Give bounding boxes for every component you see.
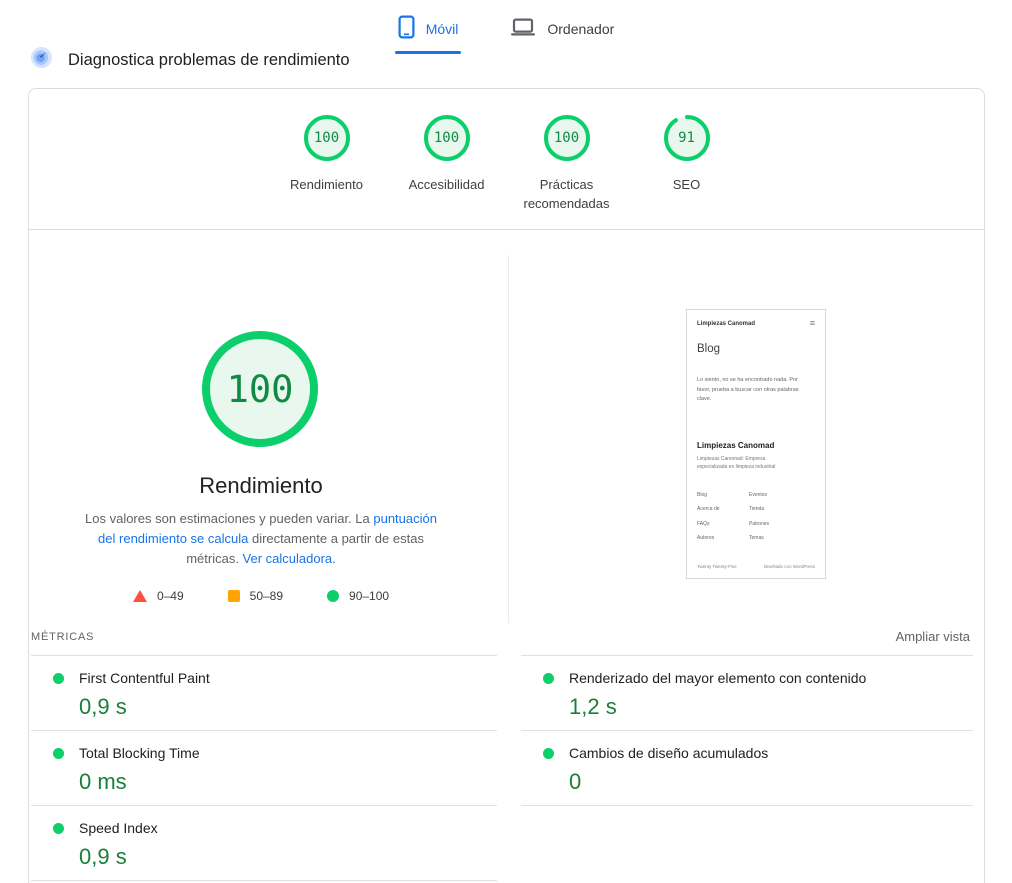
tab-desktop[interactable]: Ordenador	[507, 8, 617, 54]
tab-mobile-label: Móvil	[425, 20, 459, 37]
laptop-icon	[510, 17, 536, 40]
score-legend: 0–49 50–89 90–100	[29, 589, 493, 603]
metric-tbt: Total Blocking Time 0 ms	[31, 730, 497, 805]
legend-range: 50–89	[249, 589, 284, 603]
thumb-link: FAQs	[697, 520, 710, 527]
category-label: Accesibilidad	[408, 177, 485, 192]
thumb-tagline: Limpiezas Canomad: Empresa especializada…	[697, 455, 776, 471]
calculator-link[interactable]: Ver calculadora.	[242, 551, 336, 566]
tab-desktop-label: Ordenador	[547, 20, 615, 37]
metric-name: Renderizado del mayor elemento con conte…	[569, 670, 867, 686]
legend-pass: 90–100	[327, 589, 389, 603]
metric-name: Speed Index	[79, 820, 158, 836]
thumb-link: Temas	[749, 535, 764, 542]
fail-triangle-icon	[132, 590, 147, 602]
metric-value: 0 ms	[79, 769, 127, 794]
thumb-link: Tienda	[749, 506, 765, 513]
thumb-link: Acerca de	[697, 506, 720, 513]
performance-score-gauge: 100	[201, 330, 319, 448]
category-scores-row: 100 Rendimiento 100 Accesibilidad 100 Pr…	[29, 114, 984, 213]
page-heading: Diagnostica problemas de rendimiento	[30, 46, 350, 74]
pass-dot-icon	[53, 672, 64, 684]
pass-dot-icon	[53, 822, 64, 834]
pass-dot-icon	[543, 672, 554, 684]
metric-name: Cambios de diseño acumulados	[569, 745, 769, 761]
score-calc-link[interactable]: puntuación del rendimiento se calcula	[98, 511, 437, 546]
metric-fcp: First Contentful Paint 0,9 s	[31, 655, 497, 730]
metric-value: 0,9 s	[79, 844, 127, 869]
description-text: Los valores son estimaciones y pueden va…	[85, 511, 374, 526]
metric-speed-index: Speed Index 0,9 s	[31, 805, 497, 881]
legend-range: 0–49	[156, 589, 184, 603]
thumb-site-name: Limpiezas Canomad	[697, 320, 756, 327]
category-label: Prácticas recomendadas	[523, 177, 610, 211]
thumb-wp-credit: Diseñado con WordPress	[764, 564, 815, 569]
divider	[508, 255, 509, 623]
pass-dot-icon	[543, 747, 554, 759]
performance-score-value: 100	[226, 367, 294, 411]
thumb-link: Blog	[697, 491, 708, 498]
metrics-column-right: Renderizado del mayor elemento con conte…	[521, 655, 973, 881]
thumb-link: Autores	[697, 535, 715, 542]
thumb-link: Patrones	[749, 520, 770, 527]
best-practices-gauge: 100	[543, 114, 591, 162]
metric-value: 0,9 s	[79, 694, 127, 719]
page-title: Diagnostica problemas de rendimiento	[68, 50, 350, 69]
thumb-footer-links: Blog Eventos Acerca de Tienda FAQs Patro…	[697, 492, 815, 542]
accessibility-gauge: 100	[423, 114, 471, 162]
metrics-header: MÉTRICAS Ampliar vista	[31, 629, 970, 644]
thumb-bottom-bar: Twenty Twenty-Five Diseñado con WordPres…	[697, 564, 815, 569]
legend-range: 90–100	[349, 589, 390, 603]
divider	[29, 229, 984, 230]
hamburger-menu-icon: ≡	[809, 318, 815, 328]
category-label: Rendimiento	[290, 177, 363, 192]
performance-gauge: 100	[303, 114, 351, 162]
metrics-column-left: First Contentful Paint 0,9 s Total Block…	[31, 655, 497, 881]
thumb-footer-site-name: Limpiezas Canomad	[697, 440, 775, 450]
tab-mobile[interactable]: Móvil	[394, 8, 462, 54]
metric-cls: Cambios de diseño acumulados 0	[521, 730, 973, 806]
metric-name: Total Blocking Time	[79, 745, 200, 761]
metric-value: 0	[569, 769, 582, 794]
thumb-link: Eventos	[749, 491, 768, 498]
performance-section-title: Rendimiento	[199, 473, 323, 498]
average-square-icon	[227, 590, 240, 602]
category-performance[interactable]: 100 Rendimiento	[267, 114, 387, 213]
metric-value: 1,2 s	[569, 694, 617, 719]
device-tabs: Móvil Ordenador	[0, 8, 1012, 54]
metrics-section-label: MÉTRICAS	[31, 630, 95, 643]
pass-circle-icon	[327, 590, 340, 602]
legend-average: 50–89	[227, 589, 284, 603]
thumb-theme-name: Twenty Twenty-Five	[697, 564, 737, 569]
category-accessibility[interactable]: 100 Accesibilidad	[387, 114, 507, 213]
metric-lcp: Renderizado del mayor elemento con conte…	[521, 655, 973, 730]
category-best-practices[interactable]: 100 Prácticas recomendadas	[507, 114, 627, 213]
thumb-page-title: Blog	[697, 343, 721, 355]
seo-gauge: 91	[663, 114, 711, 162]
category-seo[interactable]: 91 SEO	[627, 114, 747, 213]
category-label: SEO	[672, 177, 701, 192]
legend-fail: 0–49	[132, 589, 184, 603]
pagespeed-logo-icon	[30, 46, 53, 74]
thumb-header: Limpiezas Canomad ≡	[697, 319, 815, 328]
pass-dot-icon	[53, 747, 64, 759]
performance-description: Los valores son estimaciones y pueden va…	[76, 509, 446, 569]
smartphone-icon	[398, 15, 415, 42]
metric-name: First Contentful Paint	[79, 670, 210, 686]
metrics-grid: First Contentful Paint 0,9 s Total Block…	[31, 655, 973, 881]
final-screenshot-thumbnail[interactable]: Limpiezas Canomad ≡ Blog Lo siento, no s…	[686, 309, 826, 579]
report-card: 100 Rendimiento 100 Accesibilidad 100 Pr…	[28, 88, 985, 883]
thumb-empty-message: Lo siento, no se ha encontrado nada. Por…	[697, 377, 799, 403]
expand-view-button[interactable]: Ampliar vista	[895, 629, 970, 644]
description-text: directamente a partir de estas métricas.	[186, 531, 424, 566]
